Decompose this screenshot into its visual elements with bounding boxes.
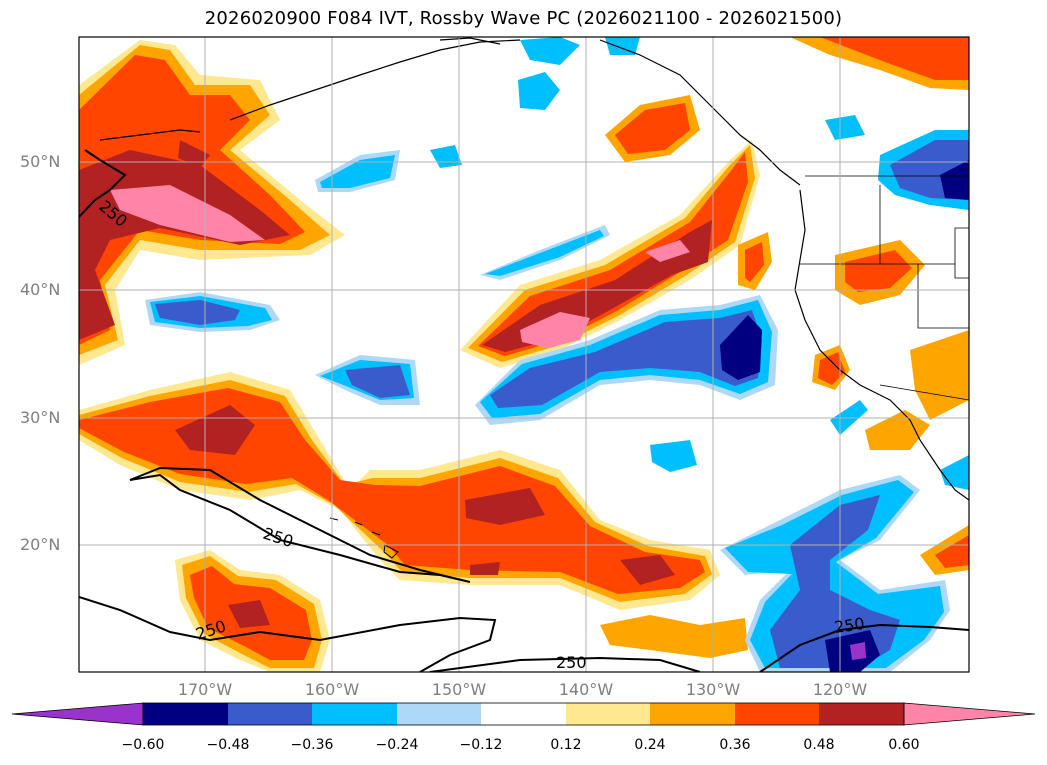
gridlines: [79, 37, 969, 672]
positive-anomaly-subtropical: [79, 372, 720, 610]
lon-tick-label: 150°W: [431, 680, 487, 699]
map-plot-area: [79, 37, 969, 672]
lat-tick-label: 40°N: [20, 280, 61, 299]
colorbar-segment: [312, 703, 397, 725]
colorbar-label: 0.36: [719, 737, 751, 753]
lon-tick-label: 130°W: [685, 680, 741, 699]
contour-label: 250: [556, 653, 587, 672]
lat-tick-label: 20°N: [20, 535, 61, 554]
ivt-250-contours: [79, 149, 969, 672]
colorbar-label: −0.12: [459, 737, 503, 753]
lon-tick-label: 140°W: [558, 680, 614, 699]
colorbar-label: −0.24: [375, 737, 419, 753]
map-title: 2026020900 F084 IVT, Rossby Wave PC (202…: [204, 8, 843, 29]
colorbar-label: 0.24: [634, 737, 666, 753]
hawaii-islands: [329, 517, 399, 559]
colorbar-label: −0.48: [206, 737, 250, 753]
colorbar-label: 0.12: [550, 737, 582, 753]
negative-anomaly-central: [475, 295, 778, 425]
colorbar-segment: [143, 703, 228, 725]
colorbar-segment: [481, 703, 566, 725]
lat-tick-label: 30°N: [20, 408, 61, 427]
map-frame: [78, 36, 970, 673]
colorbar-segment: [566, 703, 650, 725]
colorbar-segment: [228, 703, 312, 725]
lon-tick-label: 160°W: [304, 680, 360, 699]
colorbar-label: −0.36: [290, 737, 334, 753]
contour-label: 250: [833, 614, 866, 637]
colorbar-segment: [397, 703, 481, 725]
positive-anomaly-central: [460, 140, 760, 368]
colorbar-segment: [650, 703, 735, 725]
negative-anomaly-se: [720, 475, 950, 672]
colorbar-extend-low: [11, 702, 144, 726]
coastlines: [99, 37, 969, 501]
colorbar-segment: [819, 703, 904, 725]
lat-tick-label: 50°N: [20, 152, 61, 171]
colorbar: [11, 702, 1036, 726]
colorbar-segment: [735, 703, 819, 725]
colorbar-label: −0.60: [121, 737, 165, 753]
lon-tick-label: 170°W: [177, 680, 233, 699]
lon-tick-label: 120°W: [812, 680, 868, 699]
colorbar-extend-high: [903, 702, 1036, 726]
colorbar-label: 0.48: [803, 737, 835, 753]
colorbar-label: 0.60: [888, 737, 920, 753]
